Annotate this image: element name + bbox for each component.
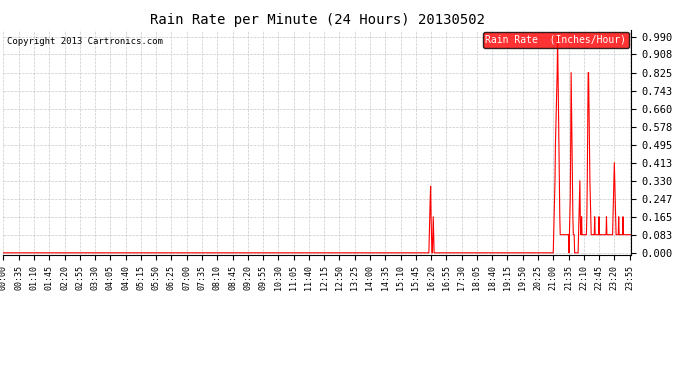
Title: Rain Rate per Minute (24 Hours) 20130502: Rain Rate per Minute (24 Hours) 20130502 — [150, 13, 485, 27]
Text: Copyright 2013 Cartronics.com: Copyright 2013 Cartronics.com — [7, 37, 162, 46]
Legend: Rain Rate  (Inches/Hour): Rain Rate (Inches/Hour) — [482, 32, 629, 48]
